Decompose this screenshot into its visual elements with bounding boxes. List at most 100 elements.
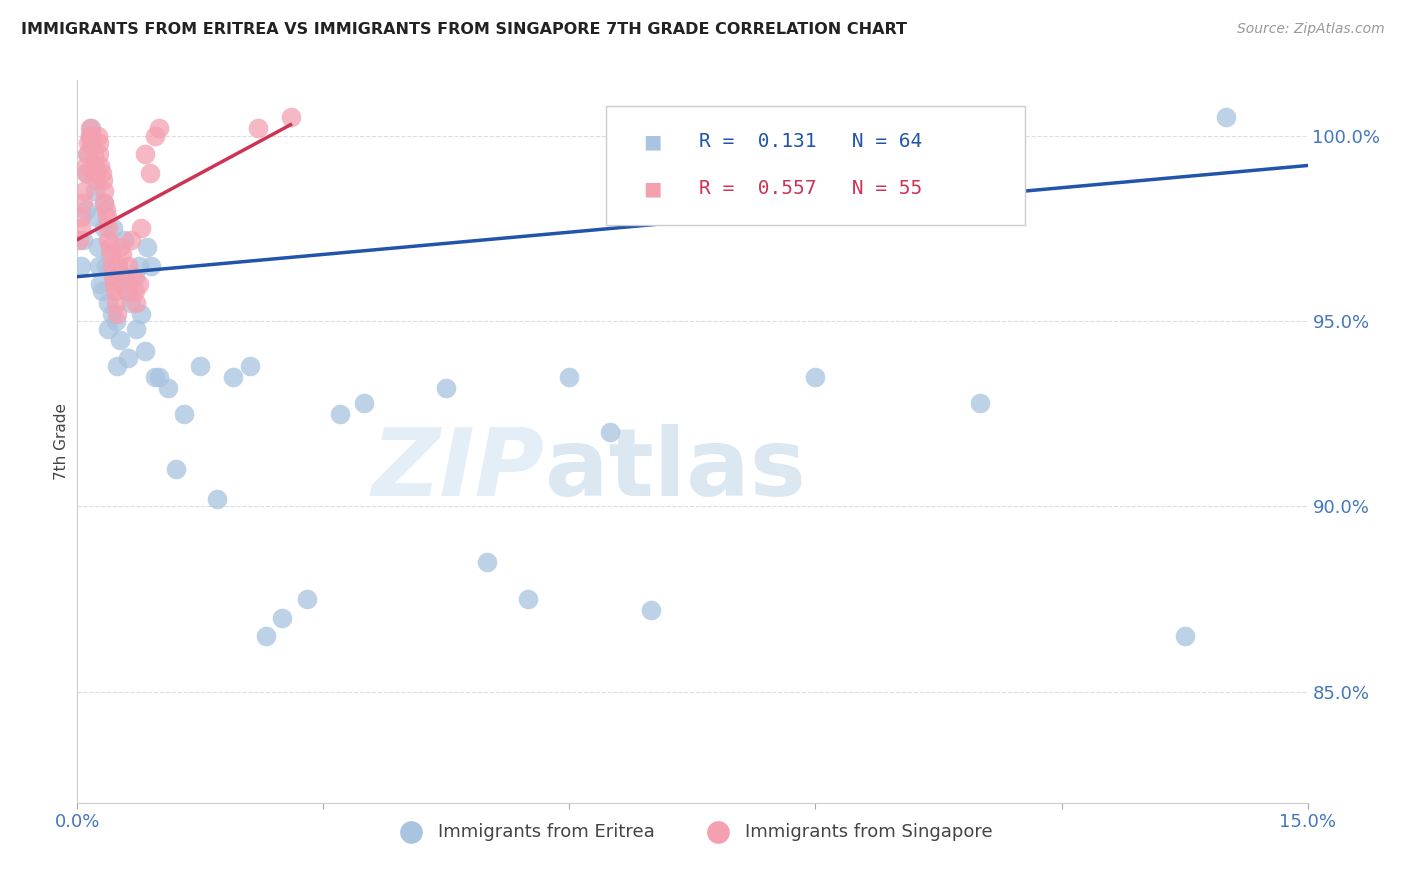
Point [79, 128, 101, 143]
Point [89, 159, 111, 173]
Point [90, 166, 114, 180]
Legend: Immigrants from Eritrea, Immigrants from Singapore: Immigrants from Eritrea, Immigrants from… [385, 815, 1000, 848]
Point [329, 407, 352, 421]
Point [93, 185, 115, 199]
Point [558, 369, 581, 384]
Point [96, 211, 118, 225]
Point [222, 369, 245, 384]
Point [111, 277, 134, 291]
Point [101, 307, 124, 321]
Point [122, 269, 145, 284]
Point [83, 159, 105, 173]
Text: IMMIGRANTS FROM ERITREA VS IMMIGRANTS FROM SINGAPORE 7TH GRADE CORRELATION CHART: IMMIGRANTS FROM ERITREA VS IMMIGRANTS FR… [21, 22, 907, 37]
Point [599, 425, 621, 440]
Point [70, 211, 93, 225]
Point [82, 136, 104, 151]
Point [254, 629, 277, 643]
Point [640, 603, 662, 617]
Point [79, 128, 101, 143]
Point [67, 233, 90, 247]
Point [436, 381, 458, 395]
Point [105, 359, 128, 373]
Point [101, 259, 124, 273]
Point [97, 233, 120, 247]
Point [1215, 111, 1237, 125]
Point [103, 269, 125, 284]
Point [90, 285, 114, 299]
Point [1174, 629, 1197, 643]
Point [239, 359, 262, 373]
Point [129, 221, 153, 235]
Point [165, 462, 187, 476]
Point [76, 147, 98, 161]
Point [73, 185, 96, 199]
Point [804, 369, 827, 384]
Point [117, 259, 139, 273]
Text: atlas: atlas [546, 425, 806, 516]
Point [84, 185, 107, 199]
Point [91, 173, 114, 187]
Point [87, 128, 110, 143]
Point [77, 147, 100, 161]
Point [97, 295, 120, 310]
Point [148, 121, 170, 136]
Text: ZIP: ZIP [373, 425, 546, 516]
Point [101, 221, 124, 235]
Point [128, 259, 150, 273]
FancyBboxPatch shape [606, 105, 1025, 225]
Point [141, 259, 163, 273]
Point [70, 259, 93, 273]
Point [82, 128, 104, 143]
Point [125, 295, 148, 310]
Point [111, 247, 134, 261]
Point [75, 159, 97, 173]
Point [112, 233, 135, 247]
Point [93, 221, 115, 235]
Point [77, 136, 100, 151]
Point [97, 321, 120, 335]
Text: Source: ZipAtlas.com: Source: ZipAtlas.com [1237, 22, 1385, 37]
Point [138, 166, 160, 180]
Point [80, 136, 103, 151]
Point [80, 121, 103, 136]
Point [97, 221, 120, 235]
Point [72, 233, 94, 247]
Point [83, 159, 105, 173]
Point [107, 259, 129, 273]
Point [72, 195, 94, 210]
Point [89, 147, 111, 161]
Point [134, 147, 156, 161]
Point [104, 285, 127, 299]
Point [100, 247, 122, 261]
Point [79, 121, 101, 136]
Point [108, 333, 131, 347]
Point [117, 351, 139, 366]
Point [188, 359, 212, 373]
Point [89, 277, 111, 291]
Point [120, 295, 142, 310]
Point [101, 269, 124, 284]
Point [76, 166, 98, 180]
Point [173, 407, 195, 421]
Point [93, 195, 115, 210]
Text: ■: ■ [644, 132, 662, 152]
Point [143, 369, 166, 384]
Point [98, 240, 121, 254]
Point [84, 166, 107, 180]
Point [108, 240, 131, 254]
Point [271, 610, 294, 624]
Point [129, 307, 153, 321]
Point [93, 195, 115, 210]
Point [353, 395, 375, 409]
Point [83, 147, 105, 161]
Point [69, 221, 91, 235]
Point [143, 128, 166, 143]
Point [128, 277, 150, 291]
Point [105, 307, 128, 321]
Point [156, 381, 179, 395]
Point [124, 285, 146, 299]
Point [87, 240, 110, 254]
Point [87, 136, 110, 151]
Point [98, 247, 121, 261]
Text: R =  0.557   N = 55: R = 0.557 N = 55 [699, 179, 922, 198]
